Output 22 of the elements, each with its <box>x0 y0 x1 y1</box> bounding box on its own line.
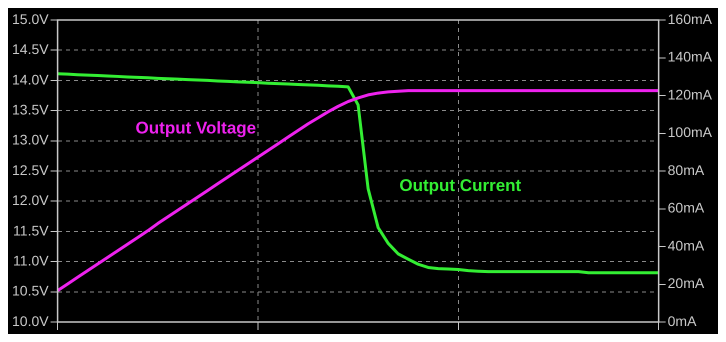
y-tick-label: 11.0V <box>13 252 50 268</box>
y2-tick-label: 0mA <box>668 312 698 329</box>
y2-tick-label: 140mA <box>668 48 713 65</box>
y-tick-label: 13.5V <box>12 101 50 118</box>
y2-tick-label: 80mA <box>668 162 705 178</box>
y2-tick-label: 100mA <box>668 124 713 140</box>
y2-tick-label: 160mA <box>668 10 713 27</box>
y2-tick-label: 60mA <box>668 200 705 216</box>
y-tick-label: 14.0V <box>12 71 50 88</box>
y2-tick-label: 20mA <box>668 275 705 292</box>
y-tick-label: 12.5V <box>12 162 50 178</box>
y-tick-label: 10.0V <box>12 312 50 329</box>
series-label: Output Voltage <box>136 118 256 138</box>
y-tick-label: 12.0V <box>12 192 50 208</box>
y-tick-label: 15.0V <box>12 10 50 27</box>
y2-tick-label: 40mA <box>668 237 705 254</box>
y-tick-label: 13.0V <box>12 132 50 148</box>
y-tick-label: 11.5V <box>13 222 50 238</box>
y2-tick-label: 120mA <box>668 86 713 102</box>
y-tick-label: 14.5V <box>12 41 50 58</box>
y-tick-label: 10.5V <box>12 282 50 299</box>
series-label: Output Current <box>399 176 522 195</box>
